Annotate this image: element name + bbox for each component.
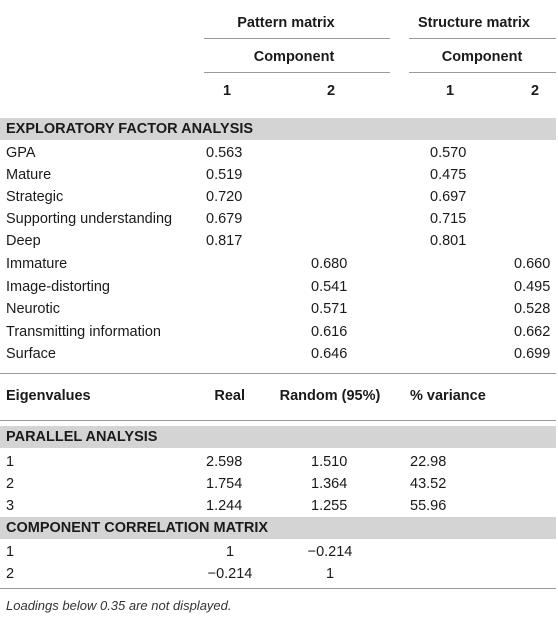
variance-heading: % variance: [410, 388, 486, 404]
row-label: Strategic: [6, 189, 64, 205]
correlation-value-2: 1: [325, 566, 335, 582]
structure-value-2: 0.660: [514, 256, 551, 272]
structure-value-1: 0.475: [430, 167, 467, 183]
pattern-value-2: 0.680: [311, 256, 348, 272]
variance-value: 22.98: [410, 454, 447, 470]
footnote: Loadings below 0.35 are not displayed.: [6, 598, 232, 613]
efa-section-label: EXPLORATORY FACTOR ANALYSIS: [6, 121, 254, 137]
row-label: Deep: [6, 233, 41, 249]
pattern-value-2: 0.541: [311, 279, 348, 295]
eigen-top-divider: [0, 373, 556, 374]
random-value: 1.510: [311, 454, 348, 470]
structure-divider: [409, 38, 556, 39]
pattern-col-1: 1: [222, 83, 232, 99]
structure-value-2: 0.495: [514, 279, 551, 295]
row-label: Neurotic: [6, 301, 60, 317]
pattern-matrix-heading: Pattern matrix: [237, 15, 335, 31]
row-label: Transmitting information: [6, 324, 161, 340]
row-label: Image-distorting: [6, 279, 110, 295]
efa-section-band: EXPLORATORY FACTOR ANALYSIS: [0, 118, 556, 140]
real-value: 1.754: [206, 476, 243, 492]
structure-value-1: 0.801: [430, 233, 467, 249]
pattern-value-2: 0.646: [311, 346, 348, 362]
pattern-value-1: 0.563: [206, 145, 243, 161]
structure-value-1: 0.697: [430, 189, 467, 205]
row-label: 1: [6, 454, 15, 470]
pattern-value-1: 0.817: [206, 233, 243, 249]
row-label: Immature: [6, 256, 68, 272]
pattern-col-2: 2: [326, 83, 336, 99]
row-label: GPA: [6, 145, 36, 161]
structure-matrix-heading: Structure matrix: [417, 15, 531, 31]
structure-value-1: 0.570: [430, 145, 467, 161]
correlation-value-1: −0.214: [207, 566, 253, 582]
row-label: 2: [6, 476, 15, 492]
structure-value-2: 0.699: [514, 346, 551, 362]
row-label: 1: [6, 544, 15, 560]
eigenvalues-heading: Eigenvalues: [6, 388, 91, 404]
random-value: 1.255: [311, 498, 348, 514]
pattern-value-1: 0.679: [206, 211, 243, 227]
random-value: 1.364: [311, 476, 348, 492]
correlation-section-label: COMPONENT CORRELATION MATRIX: [6, 520, 269, 536]
structure-col-2: 2: [530, 83, 540, 99]
pattern-component-heading: Component: [253, 49, 335, 65]
structure-value-1: 0.715: [430, 211, 467, 227]
pattern-value-1: 0.519: [206, 167, 243, 183]
correlation-value-1: 1: [225, 544, 235, 560]
pattern-value-2: 0.616: [311, 324, 348, 340]
row-label: Mature: [6, 167, 52, 183]
structure-value-2: 0.528: [514, 301, 551, 317]
structure-component-heading: Component: [441, 49, 523, 65]
structure-value-2: 0.662: [514, 324, 551, 340]
parallel-section-label: PARALLEL ANALYSIS: [6, 429, 158, 445]
row-label: 2: [6, 566, 15, 582]
row-label: Supporting understanding: [6, 211, 173, 227]
eigen-bottom-divider: [0, 420, 556, 421]
real-value: 1.244: [206, 498, 243, 514]
pattern-value-1: 0.720: [206, 189, 243, 205]
variance-value: 55.96: [410, 498, 447, 514]
pattern-value-2: 0.571: [311, 301, 348, 317]
row-label: 3: [6, 498, 15, 514]
table-bottom-divider: [0, 588, 556, 589]
variance-value: 43.52: [410, 476, 447, 492]
structure-col-1: 1: [445, 83, 455, 99]
random-heading: Random (95%): [279, 388, 381, 404]
pattern-component-divider: [204, 72, 390, 73]
parallel-section-band: PARALLEL ANALYSIS: [0, 426, 556, 448]
correlation-value-2: −0.214: [307, 544, 353, 560]
real-heading: Real: [214, 388, 245, 404]
row-label: Surface: [6, 346, 56, 362]
correlation-section-band: COMPONENT CORRELATION MATRIX: [0, 517, 556, 539]
real-value: 2.598: [206, 454, 243, 470]
structure-component-divider: [409, 72, 556, 73]
pattern-divider: [204, 38, 390, 39]
